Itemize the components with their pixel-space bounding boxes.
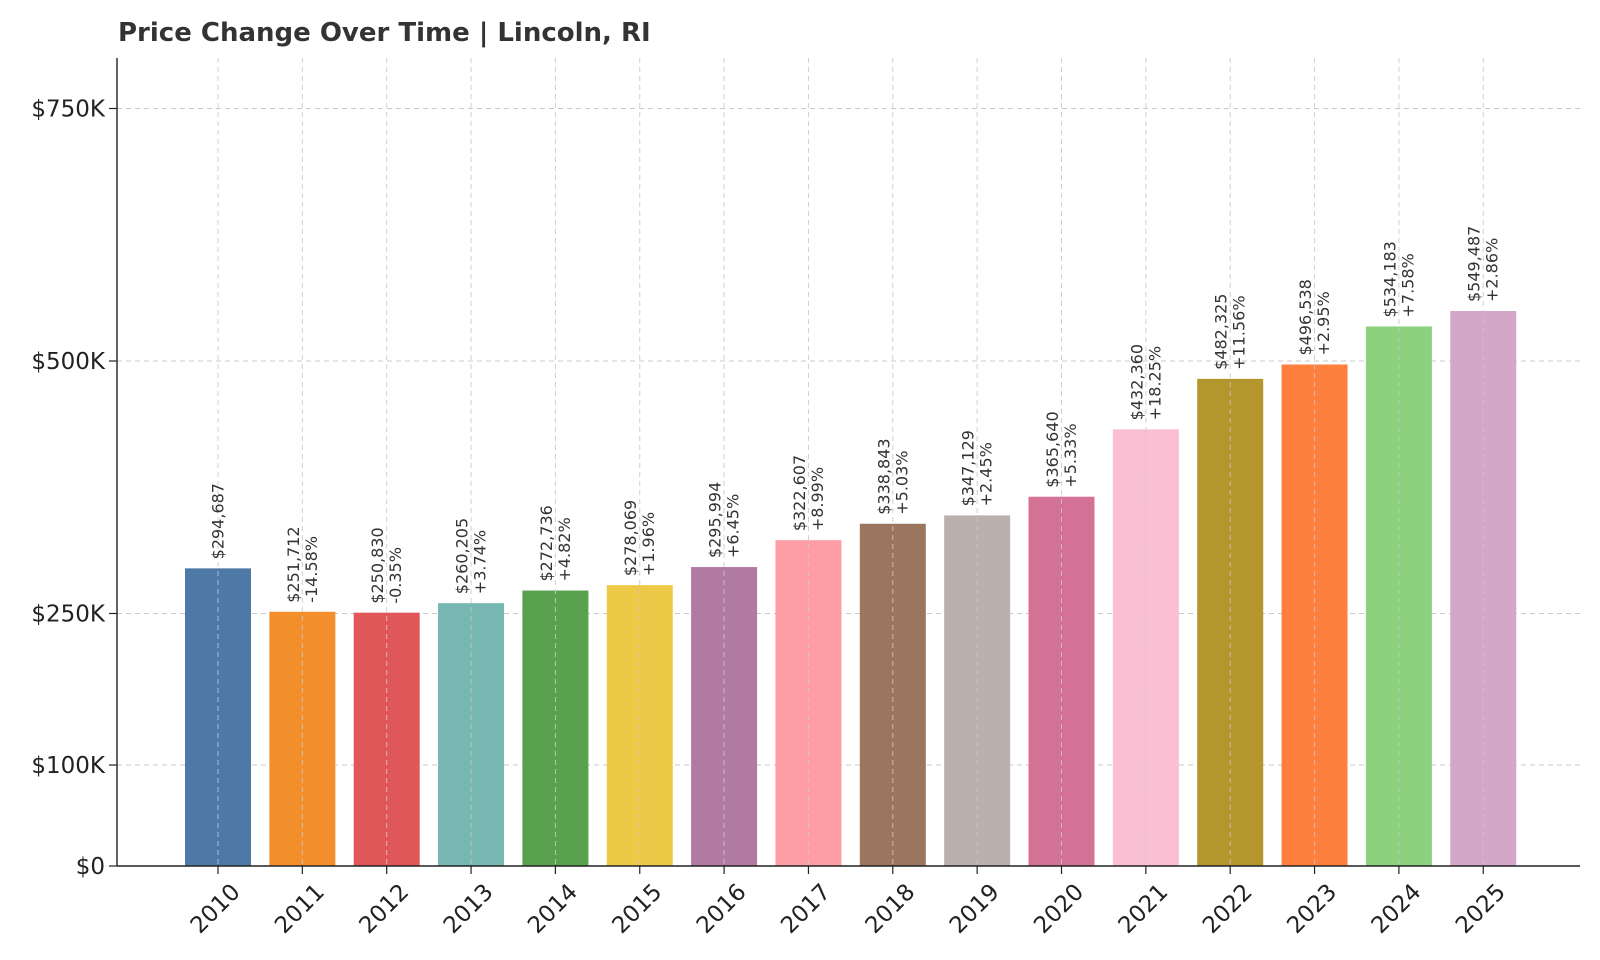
bar-value-label: $496,538: [1296, 279, 1315, 355]
y-tick-label: $750K: [31, 97, 106, 123]
axes-layer: [109, 58, 1580, 874]
bar-change-label: +18.25%: [1145, 346, 1164, 420]
x-tick-label: 2010: [186, 879, 246, 939]
bar-change-label: +2.86%: [1483, 238, 1502, 302]
bar-change-label: +2.45%: [977, 442, 996, 506]
y-tick-label: $100K: [31, 753, 106, 779]
bar-value-label: $295,994: [706, 482, 725, 558]
bar-change-label: +7.58%: [1398, 253, 1417, 317]
bar-change-label: +2.95%: [1314, 291, 1333, 355]
bar-value-label: $278,069: [621, 500, 640, 576]
bar-value-label: $251,712: [284, 526, 303, 602]
x-tick-label: 2012: [354, 879, 414, 939]
y-tick-label: $250K: [31, 602, 106, 628]
y-tick-label: $500K: [31, 349, 106, 375]
bar-value-label: $272,736: [537, 505, 556, 581]
bar-change-label: +8.99%: [808, 467, 827, 531]
bar-value-label: $260,205: [453, 518, 472, 594]
x-tick-label: 2025: [1451, 879, 1511, 939]
bar-value-label: $534,183: [1380, 241, 1399, 317]
bar-2017: [775, 540, 842, 866]
x-tick-label: 2019: [945, 879, 1005, 939]
bar-value-label: $549,487: [1465, 226, 1484, 302]
x-tick-label: 2024: [1367, 879, 1427, 939]
x-tick-label: 2022: [1198, 879, 1258, 939]
x-tick-label: 2016: [692, 879, 752, 939]
bar-2024: [1365, 326, 1432, 866]
bar-value-label: $250,830: [368, 527, 387, 603]
bar-value-label: $365,640: [1043, 411, 1062, 487]
bar-change-label: -0.35%: [386, 547, 405, 604]
bar-change-label: +4.82%: [555, 517, 574, 581]
bar-value-label: $322,607: [790, 455, 809, 531]
x-tick-label: 2017: [776, 879, 836, 939]
chart-title: Price Change Over Time | Lincoln, RI: [118, 18, 651, 48]
bar-change-label: -14.58%: [302, 536, 321, 603]
y-tick-label: $0: [76, 854, 105, 880]
bar-change-label: +11.56%: [1230, 295, 1249, 369]
bar-2022: [1197, 378, 1264, 866]
bar-change-label: +5.03%: [892, 451, 911, 515]
bar-change-label: +5.33%: [1061, 423, 1080, 487]
x-tick-label: 2021: [1114, 879, 1174, 939]
x-tick-label: 2023: [1282, 879, 1342, 939]
grid-layer: [117, 108, 1580, 766]
bar-value-label: $338,843: [874, 438, 893, 514]
bar-value-label: $482,325: [1212, 294, 1231, 370]
x-tick-label: 2013: [439, 879, 499, 939]
x-tick-label: 2015: [608, 879, 668, 939]
bar-value-label: $347,129: [959, 430, 978, 506]
bar-value-label: $432,360: [1127, 344, 1146, 420]
bar-change-label: +6.45%: [724, 494, 743, 558]
bar-change-label: +1.96%: [639, 512, 658, 576]
x-tick-label: 2018: [861, 879, 921, 939]
x-tick-label: 2014: [523, 879, 583, 939]
bar-change-label: +3.74%: [471, 530, 490, 594]
x-tick-label: 2011: [270, 879, 330, 939]
x-tick-label: 2020: [1029, 879, 1089, 939]
bar-value-label: $294,687: [209, 483, 228, 559]
